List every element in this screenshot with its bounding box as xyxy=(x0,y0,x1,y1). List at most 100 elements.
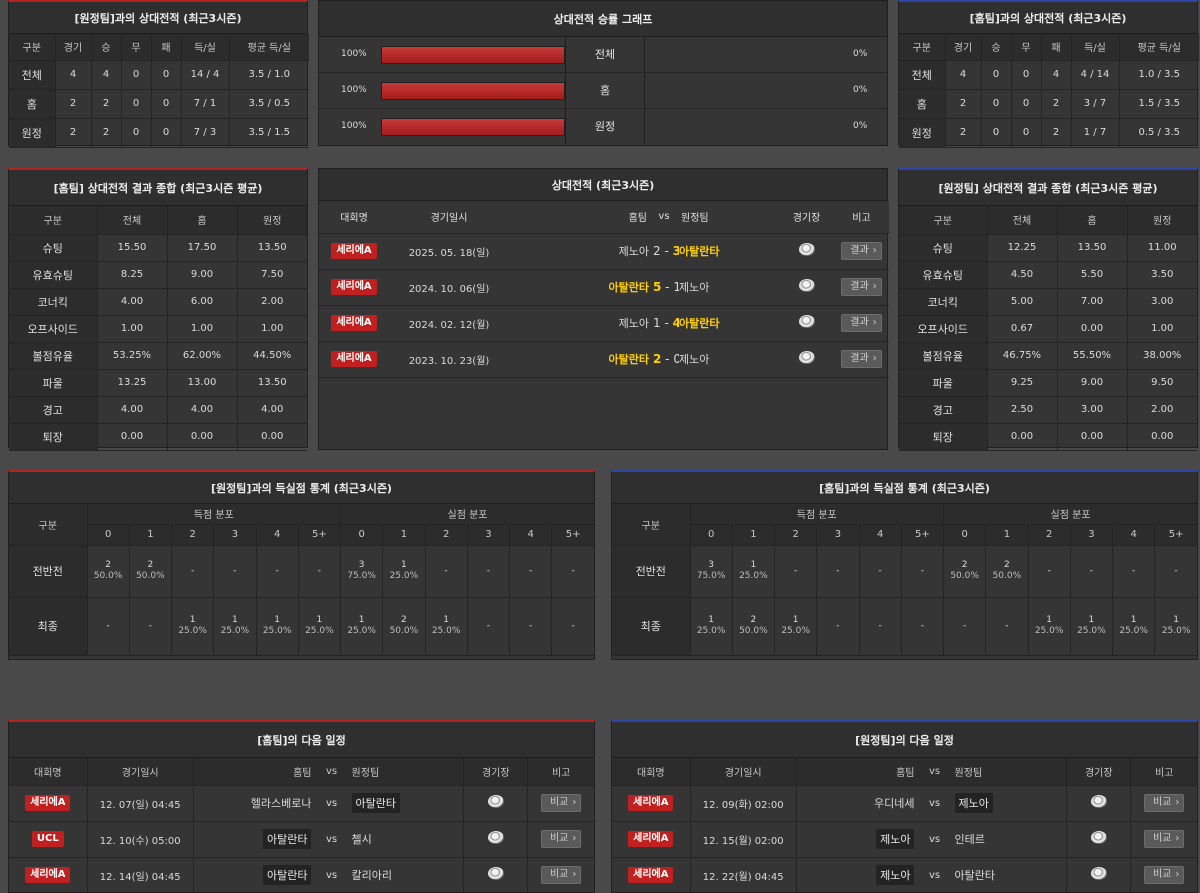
goal-count-header: 3 xyxy=(1070,524,1114,546)
distribution-count: - xyxy=(529,620,533,631)
table-row: 파울 13.25 13.00 13.50 xyxy=(9,369,307,397)
match-date: 2024. 02. 12(월) xyxy=(389,305,509,342)
column-header-row: 0 1 2 3 4 5+ 0 1 2 3 4 5+ xyxy=(9,524,594,546)
distribution-row: 전반전 2 50.0% 2 50.0% - - - -3 75.0% 1 25.0% - - - - xyxy=(9,545,594,598)
match-date: 12. 09(화) 02:00 xyxy=(690,785,797,822)
schedule-row: 세리에A 12. 09(화) 02:00 우디네세 vs 제노아 비교 › xyxy=(612,785,1197,822)
distribution-cell: - xyxy=(859,545,902,598)
compare-button[interactable]: 비교 › xyxy=(540,830,582,848)
table-cell: 4 / 14 xyxy=(1071,60,1120,90)
result-button[interactable]: 결과 › xyxy=(841,278,882,296)
compare-button[interactable]: 비교 › xyxy=(1143,794,1185,812)
compare-button[interactable]: 비교 › xyxy=(540,866,582,884)
distribution-cell: - xyxy=(1028,545,1071,598)
compare-button[interactable]: 비교 › xyxy=(1143,830,1185,848)
compare-button[interactable]: 비교 › xyxy=(540,794,582,812)
table-cell: 62.00% xyxy=(167,342,238,370)
away-score: 1 xyxy=(673,280,679,294)
distribution-count: - xyxy=(444,565,448,576)
league-cell: 세리에A xyxy=(612,821,691,858)
home-stats-panel: [홈팀] 상대전적 결과 종합 (최근3시즌 평균) 구분 전체 홈 원정 슈팅 15.5… xyxy=(8,168,308,451)
distribution-percent: 25.0% xyxy=(389,571,419,581)
column-header: 평균 득/실 xyxy=(229,34,309,61)
distribution-count: - xyxy=(878,565,882,576)
distribution-count: - xyxy=(486,620,490,631)
goal-count-header: 5+ xyxy=(901,524,945,546)
distribution-count: 2 xyxy=(750,615,757,625)
panel-title: [홈팀] 상대전적 결과 종합 (최근3시즌 평균) xyxy=(9,170,307,206)
distribution-count: - xyxy=(963,620,967,631)
distribution-count: - xyxy=(233,565,237,576)
schedule-row: 세리에A 12. 07(일) 04:45 헬라스베로나 vs 아탈란타 비교 › xyxy=(9,785,594,822)
away-team-cell: 인테르 xyxy=(954,821,1068,858)
table-cell: 0 xyxy=(981,118,1012,148)
distribution-cell: - xyxy=(1154,545,1197,598)
winrate-bar xyxy=(381,118,565,136)
distribution-row: 전반전 3 75.0% 1 25.0% - - - -2 50.0% 2 50.0% - - - - xyxy=(612,545,1197,598)
compare-button[interactable]: 비교 › xyxy=(1143,866,1185,884)
table-cell: 46.75% xyxy=(987,342,1058,370)
compare-button-label: 비교 xyxy=(549,869,569,880)
winrate-bar xyxy=(381,46,565,64)
home-score: 2 xyxy=(653,244,661,258)
winrate-bar-fill xyxy=(382,83,564,99)
distribution-cell: - xyxy=(256,545,299,598)
note-cell: 비교 › xyxy=(527,785,594,822)
league-badge: 세리에A xyxy=(331,243,377,259)
venue-cell xyxy=(779,233,834,270)
column-header-venue: 경기장 xyxy=(779,201,834,234)
table-cell: 55.50% xyxy=(1057,342,1128,370)
column-header-home: 홈팀 xyxy=(796,758,915,786)
note-cell: 비교 › xyxy=(1130,821,1197,858)
panel-title: [원정팀]과의 상대전적 (최근3시즌) xyxy=(9,2,307,34)
table-row: 퇴장 0.00 0.00 0.00 xyxy=(899,423,1197,451)
column-header-note: 비고 xyxy=(834,201,889,234)
column-header-date: 경기일시 xyxy=(389,201,509,234)
match-date: 12. 07(일) 04:45 xyxy=(87,785,194,822)
home-score: 1 xyxy=(653,316,661,330)
distribution-count: 1 xyxy=(792,615,799,625)
distribution-count: - xyxy=(571,565,575,576)
group-header-conceded: 실점 분포 xyxy=(340,504,594,525)
stadium-icon xyxy=(1090,867,1107,880)
score-separator: - xyxy=(660,244,673,258)
column-header-league: 대회명 xyxy=(319,201,389,234)
distribution-cell: 2 50.0% xyxy=(382,597,426,656)
table-row: 볼점유율 53.25% 62.00% 44.50% xyxy=(9,342,307,370)
distribution-cell: 1 25.0% xyxy=(382,545,426,598)
distribution-percent: 25.0% xyxy=(1034,626,1064,636)
venue-cell xyxy=(1066,857,1132,893)
table-cell: 13.50 xyxy=(1057,234,1128,262)
table-row: 퇴장 0.00 0.00 0.00 xyxy=(9,423,307,451)
distribution-cell: - xyxy=(551,545,594,598)
column-header-note: 비고 xyxy=(1130,758,1197,786)
table-cell: 2 xyxy=(55,89,92,119)
away-team: 아탈란타 xyxy=(679,233,779,270)
away-team: 제노아 xyxy=(954,793,993,813)
league-badge: 세리에A xyxy=(331,351,377,367)
panel-title: [원정팀]과의 득실점 통계 (최근3시즌) xyxy=(9,472,594,504)
table-cell: 0 xyxy=(121,89,152,119)
distribution-cell: - xyxy=(425,545,468,598)
distribution-cell: 1 25.0% xyxy=(256,597,299,656)
result-button[interactable]: 결과 › xyxy=(841,314,882,332)
table-row: 볼점유율 46.75% 55.50% 38.00% xyxy=(899,342,1197,370)
table-cell: 11.00 xyxy=(1127,234,1197,262)
header-row: 대회명 경기일시 홈팀 vs 원정팀 경기장 비고 xyxy=(319,201,889,234)
distribution-percent: 25.0% xyxy=(781,626,810,636)
panel-title: [홈팀]의 다음 일정 xyxy=(9,722,594,758)
result-button[interactable]: 결과 › xyxy=(841,242,882,260)
table-row: 오프사이드 1.00 1.00 1.00 xyxy=(9,315,307,343)
result-button[interactable]: 결과 › xyxy=(841,350,882,368)
vs-label: vs xyxy=(325,797,338,809)
table-cell: 0 xyxy=(1011,60,1042,90)
row-label: 유효슈팅 xyxy=(9,261,98,289)
panel-title: 상대전적 (최근3시즌) xyxy=(319,169,887,201)
group-header-conceded: 실점 분포 xyxy=(943,504,1197,525)
table-row: 코너킥 4.00 6.00 2.00 xyxy=(9,288,307,316)
distribution-cell: - xyxy=(129,597,173,656)
home-team: 아탈란타 xyxy=(263,829,312,849)
row-label: 전반전 xyxy=(9,545,88,598)
group-header-row: 구분 득점 분포 실점 분포 xyxy=(9,504,594,546)
